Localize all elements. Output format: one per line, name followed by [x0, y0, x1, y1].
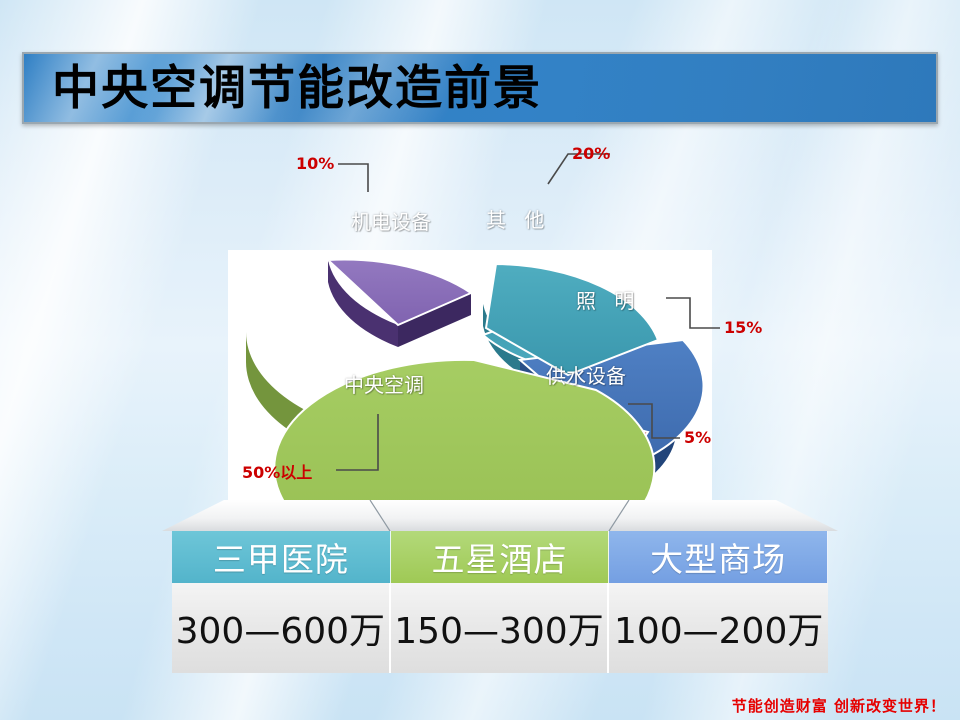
comparison-table: 三甲医院 五星酒店 大型商场 300—600万 150—300万 100—200… — [162, 500, 838, 678]
table-header-mall-label: 大型商场 — [650, 540, 787, 579]
table-value-hospital: 300—600万 — [172, 583, 391, 673]
pie-pct-label-gongshui: 5% — [684, 428, 712, 447]
pie-chart-graphic — [246, 153, 720, 512]
leader-line-kongtiao — [336, 414, 379, 471]
table-value-hotel-text: 150—300万 — [394, 611, 604, 652]
table-3d-shelf — [162, 500, 838, 532]
shelf-divider-2 — [608, 500, 630, 532]
table-value-mall: 100—200万 — [609, 583, 828, 673]
table-value-hotel: 150—300万 — [390, 583, 610, 673]
pie-slice-side-jidian — [328, 260, 398, 347]
footer-slogan: 节能创造财富 创新改变世界！ — [731, 697, 946, 715]
pie-slice-top-qita-clean — [484, 262, 660, 377]
table-header-mall: 大型商场 — [609, 531, 828, 583]
shelf-divider-1 — [369, 500, 391, 532]
table-header-hotel: 五星酒店 — [390, 531, 610, 583]
leader-line-gongshui — [628, 403, 680, 439]
leader-line-jidian — [338, 163, 369, 192]
table-value-hospital-text: 300—600万 — [175, 611, 386, 652]
shelf-top-face — [162, 500, 838, 531]
table-value-mall-text: 100—200万 — [613, 611, 824, 652]
table-header-hospital-label: 三甲医院 — [212, 540, 349, 579]
table-header-hospital: 三甲医院 — [172, 531, 391, 583]
title-banner: 中央空调节能改造前景 — [22, 52, 938, 124]
pie-pct-label-qita: 20% — [572, 144, 611, 163]
leader-line-qita — [547, 153, 610, 185]
pie-pct-label-kongtiao: 50%以上 — [242, 463, 313, 482]
leader-line-zhaoming — [666, 297, 720, 329]
pie-slice-top-kongtiao — [273, 358, 656, 512]
pie-chart: 机电设备 其 他 照 明 供水设备 中央空调 20% 10% 15% 5% 50… — [228, 132, 762, 512]
table-header-hotel-label: 五星酒店 — [431, 540, 568, 579]
table-grid: 三甲医院 五星酒店 大型商场 300—600万 150—300万 100—200… — [172, 531, 828, 673]
pie-pct-label-jidian: 10% — [296, 154, 335, 173]
pie-slice-side-jidian-2 — [398, 293, 471, 347]
page-title: 中央空调节能改造前景 — [52, 60, 542, 116]
pie-pct-label-zhaoming: 15% — [724, 318, 763, 337]
pie-slice-top-jidian — [325, 258, 474, 327]
